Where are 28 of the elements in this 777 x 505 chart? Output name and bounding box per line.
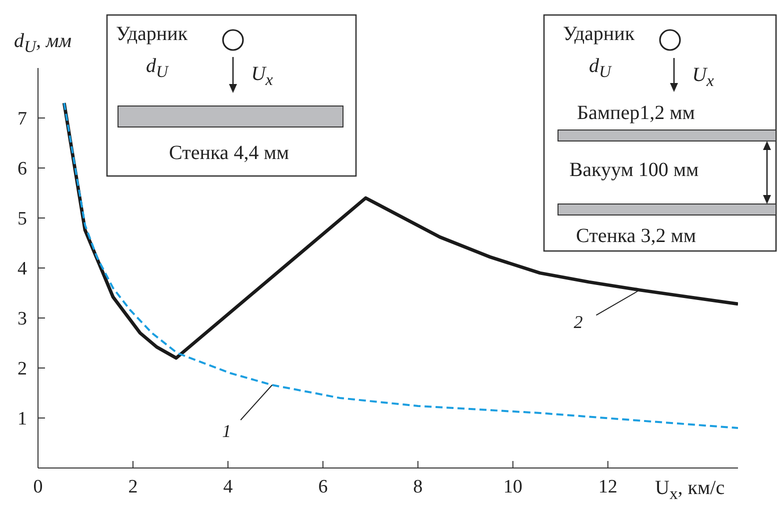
annotation: 1 bbox=[222, 421, 232, 442]
annotation: d$_{U}$ bbox=[146, 55, 168, 81]
y-tick-label: 5 bbox=[18, 208, 27, 230]
text: Ударник bbox=[563, 22, 635, 47]
y-tick-label: 1 bbox=[18, 408, 27, 430]
y-tick-label: 6 bbox=[18, 158, 27, 180]
annotation: U$_{x}$ bbox=[692, 64, 714, 90]
y-tick-label: 7 bbox=[18, 108, 27, 130]
x-tick-label: 0 bbox=[33, 476, 43, 498]
text: Ударник bbox=[116, 22, 188, 47]
annotation: Стенка 4,4 мм bbox=[168, 141, 290, 166]
annotation: Бампер1,2 мм bbox=[576, 101, 696, 126]
x-tick-label: 6 bbox=[318, 476, 328, 498]
y-tick-label: 2 bbox=[18, 358, 27, 380]
y-tick-label: 3 bbox=[18, 308, 27, 330]
x-tick-label: 12 bbox=[598, 476, 618, 498]
x-axis-title: U$_{x}$, км/с bbox=[655, 477, 725, 504]
x-tick-label: 8 bbox=[413, 476, 423, 498]
annotation: Вакуум 100 мм bbox=[568, 158, 700, 183]
x-tick-label: 2 bbox=[128, 476, 138, 498]
x-tick-label: 10 bbox=[503, 476, 522, 498]
y-axis-title: d$_{U}$, мм bbox=[14, 30, 72, 57]
annotation: U$_{x}$ bbox=[251, 63, 273, 89]
x-tick-label: 4 bbox=[223, 476, 234, 498]
annotation: 2 bbox=[574, 312, 583, 333]
annotation: Стенка 3,2 мм bbox=[575, 224, 697, 249]
annotation: d$_{U}$ bbox=[588, 55, 612, 81]
y-tick-label: 4 bbox=[18, 258, 28, 280]
